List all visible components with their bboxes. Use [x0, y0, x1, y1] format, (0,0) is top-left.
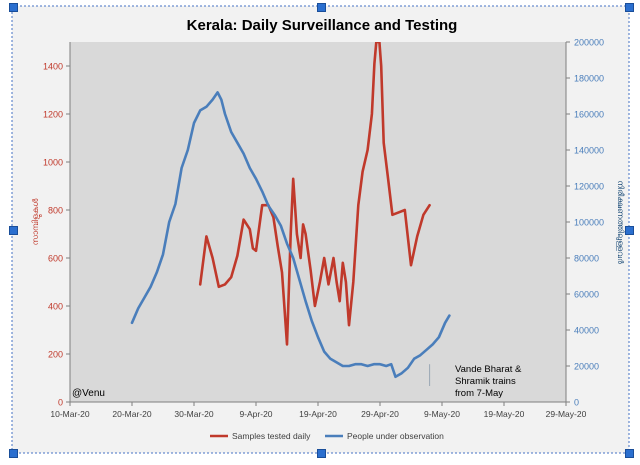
y-right-tick-label: 60000 — [574, 290, 599, 300]
x-tick-label: 9-May-20 — [424, 409, 460, 419]
chart-title: Kerala: Daily Surveillance and Testing — [187, 17, 458, 34]
plot-area — [70, 42, 566, 402]
resize-handle-top-left[interactable] — [9, 3, 18, 12]
y-right-tick-label: 200000 — [574, 38, 604, 48]
legend-label: Samples tested daily — [232, 431, 311, 441]
y-left-tick-label: 400 — [48, 302, 63, 312]
y-left-axis-title: സാമ്പിളുകൾ — [31, 198, 41, 246]
watermark: @Venu — [72, 388, 105, 399]
x-tick-label: 20-Mar-20 — [112, 409, 151, 419]
y-right-tick-label: 80000 — [574, 254, 599, 264]
resize-handle-middle-left[interactable] — [9, 226, 18, 235]
x-tick-label: 9-Apr-20 — [239, 409, 272, 419]
y-right-tick-label: 120000 — [574, 182, 604, 192]
series-line-samples-tested — [198, 42, 431, 346]
y-left-tick-label: 600 — [48, 254, 63, 264]
resize-handle-bottom-right[interactable] — [625, 449, 634, 458]
x-tick-label: 19-May-20 — [484, 409, 525, 419]
resize-handle-middle-right[interactable] — [625, 226, 634, 235]
x-tick-label: 29-May-20 — [546, 409, 587, 419]
x-tick-label: 30-Mar-20 — [174, 409, 213, 419]
y-left-tick-label: 1200 — [43, 110, 63, 120]
y-left-tick-label: 800 — [48, 206, 63, 216]
annotation-text-line: Shramik trains — [455, 376, 516, 387]
x-tick-label: 10-Mar-20 — [50, 409, 89, 419]
legend-label: People under observation — [347, 431, 444, 441]
series-line-people-under-observation — [130, 91, 451, 379]
legend: Samples tested daily People under observa… — [210, 431, 444, 441]
resize-handle-top-right[interactable] — [625, 3, 634, 12]
x-tick-label: 19-Apr-20 — [299, 409, 337, 419]
y-right-tick-label: 180000 — [574, 74, 604, 84]
y-right-tick-label: 160000 — [574, 110, 604, 120]
annotation-text-line: from 7-May — [455, 388, 503, 399]
resize-handle-bottom-center[interactable] — [317, 449, 326, 458]
resize-handle-top-center[interactable] — [317, 3, 326, 12]
y-left-tick-label: 1400 — [43, 62, 63, 72]
y-right-axis-title: നിരീക്ഷണത്തിലുള്ളവർ — [616, 180, 625, 264]
y-right-tick-label: 20000 — [574, 362, 599, 372]
y-left-tick-label: 200 — [48, 350, 63, 360]
x-tick-label: 29-Apr-20 — [361, 409, 399, 419]
annotation-text-line: Vande Bharat & — [455, 364, 522, 375]
axes-layer: 0 200 400 600 800 1000 1200 1400 0 20000 40000 6000… — [31, 38, 625, 420]
y-right-tick-label: 40000 — [574, 326, 599, 336]
series-layer — [130, 42, 451, 379]
y-right-tick-label: 0 — [574, 398, 579, 408]
y-left-tick-label: 0 — [58, 398, 63, 408]
y-left-tick-label: 1000 — [43, 158, 63, 168]
y-right-tick-label: 100000 — [574, 218, 604, 228]
y-right-tick-label: 140000 — [574, 146, 604, 156]
resize-handle-bottom-left[interactable] — [9, 449, 18, 458]
